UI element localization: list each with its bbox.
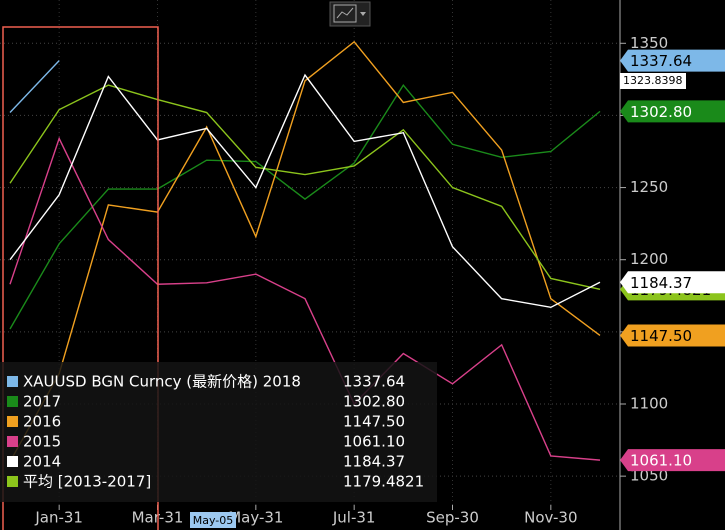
y-tick-label: 1200 <box>630 250 668 268</box>
value-tag: 1147.50 <box>620 324 725 347</box>
highlight-box <box>2 26 159 530</box>
series-line <box>9 83 601 330</box>
series-line <box>9 136 601 461</box>
crosshair-y-tag <box>620 73 686 89</box>
button-icon <box>333 4 357 23</box>
legend-value: 1302.80 <box>343 393 405 411</box>
legend-label: 2016 <box>23 413 61 431</box>
value-tag-label: 1302.80 <box>630 103 692 121</box>
legend-swatch <box>7 456 18 467</box>
legend-swatch <box>7 476 18 487</box>
x-tick-label: Jul-31 <box>332 509 376 527</box>
x-tick-label: Sep-30 <box>426 509 479 527</box>
y-tick-label: 1250 <box>630 178 668 196</box>
legend-value: 1061.10 <box>343 433 405 451</box>
legend-swatch <box>7 396 18 407</box>
legend-swatch <box>7 436 18 447</box>
button-icon-line <box>336 7 354 19</box>
legend-value: 1179.4821 <box>343 473 424 491</box>
legend-swatch <box>7 376 18 387</box>
legend-label: 平均 [2013-2017] <box>23 473 151 491</box>
crosshair-x-tag <box>190 512 236 528</box>
value-tag-label: 1184.37 <box>630 274 692 292</box>
y-tick-label: 1100 <box>630 395 668 413</box>
legend-label: 2017 <box>23 393 61 411</box>
chart-type-button[interactable] <box>329 1 371 27</box>
value-tag-shape <box>620 324 725 347</box>
legend-swatch <box>7 416 18 427</box>
legend-value: 1147.50 <box>343 413 405 431</box>
overlay: XAUUSD BGN Curncy (最新价格) 2018 1337.64 2017… <box>0 26 725 530</box>
button-arrow <box>360 12 366 16</box>
series-line <box>9 40 601 463</box>
value-tag: 1184.37 <box>620 271 725 294</box>
value-tag-shape <box>620 449 725 472</box>
value-tag-label: 1061.10 <box>630 452 692 470</box>
legend-label: 2015 <box>23 433 61 451</box>
legend-label: XAUUSD BGN Curncy (最新价格) 2018 <box>23 373 301 391</box>
series-line <box>9 60 60 114</box>
value-tag-label: 1147.50 <box>630 327 692 345</box>
y-tick-label: 1050 <box>630 467 668 485</box>
crosshair-y-label: 1323.8398 <box>623 74 683 87</box>
value-tag-shape <box>620 49 725 72</box>
value-tag-label: 1337.64 <box>630 52 692 70</box>
x-tick-label: May-31 <box>228 509 283 527</box>
series-line <box>9 73 601 309</box>
value-tag: 1061.10 <box>620 449 725 472</box>
value-tag: 1337.64 <box>620 49 725 72</box>
y-tick-label: 1350 <box>630 34 668 52</box>
legend-box <box>0 362 437 502</box>
value-tag-shape <box>620 100 725 123</box>
legend-value: 1184.37 <box>343 453 405 471</box>
x-tick-label: Nov-30 <box>524 509 577 527</box>
value-tag-shape <box>620 271 725 294</box>
legend-label: 2014 <box>23 453 61 471</box>
legend-value: 1337.64 <box>343 373 405 391</box>
x-tick-label: Jan-31 <box>34 509 83 527</box>
series-line <box>9 84 601 291</box>
value-tag: 1302.80 <box>620 100 725 123</box>
crosshair-x-label: May-05 <box>193 514 234 527</box>
